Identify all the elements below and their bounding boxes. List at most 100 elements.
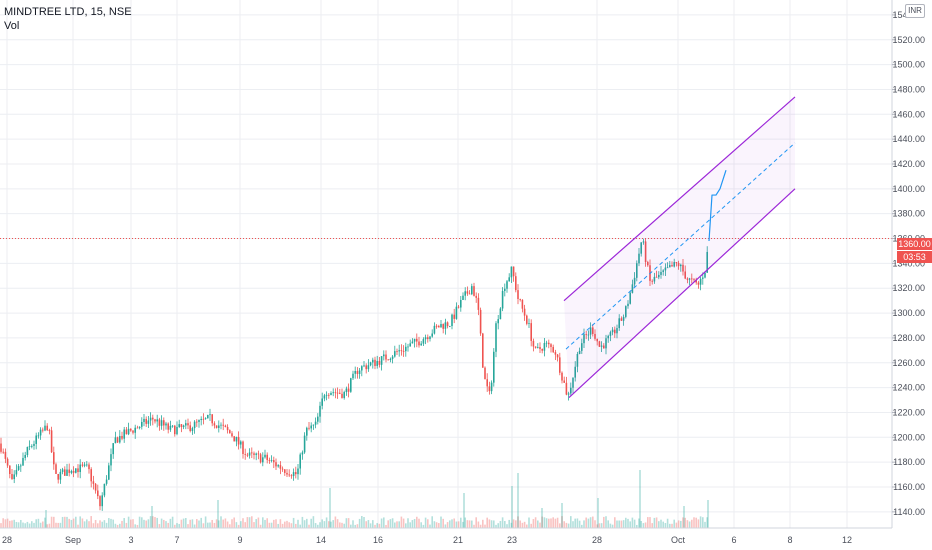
candle-body (664, 267, 667, 271)
candle-body (160, 420, 163, 426)
currency-badge[interactable]: INR (905, 4, 925, 18)
y-tick-label: 1440.00 (892, 134, 925, 144)
volume-bar (539, 522, 541, 528)
volume-bar (409, 522, 411, 528)
candle-body (552, 346, 554, 353)
candle-body (156, 419, 158, 422)
candle-body (53, 452, 55, 465)
candle-body (35, 435, 37, 444)
y-tick-label: 1520.00 (892, 35, 925, 45)
volume-bar (343, 523, 345, 528)
candle-body (521, 299, 524, 309)
volume-bar (372, 520, 374, 528)
candle-body (396, 351, 398, 352)
volume-bar (380, 518, 383, 528)
volume-bar (222, 519, 224, 528)
candle-body (121, 435, 123, 439)
volume-bar (695, 517, 697, 528)
volume-bar (182, 518, 185, 528)
volume-bar (328, 521, 330, 528)
candle-body (409, 343, 411, 347)
candle-body (438, 326, 440, 328)
candle-body (587, 334, 590, 336)
volume-bar (132, 519, 134, 528)
candle-body (303, 435, 306, 453)
candle-body (255, 453, 257, 455)
volume-bar (185, 518, 187, 528)
y-tick-label: 1400.00 (892, 184, 925, 194)
candle-body (427, 337, 429, 340)
candle-body (79, 464, 81, 473)
candle-body (233, 436, 235, 442)
volume-bar (187, 524, 189, 528)
volume-spike (217, 500, 219, 528)
volume-bar (662, 521, 664, 528)
volume-bar (510, 522, 513, 528)
volume-bar (556, 517, 559, 528)
candle-body (537, 346, 539, 348)
volume-bar (209, 522, 211, 528)
volume-bar (99, 520, 101, 528)
candle-body (290, 475, 293, 477)
volume-bar (253, 522, 255, 528)
candle-body (548, 342, 550, 345)
candle-body (24, 454, 26, 458)
candle-body (512, 266, 515, 277)
volume-bar (541, 516, 543, 528)
volume-bar (418, 518, 420, 528)
candle-body (372, 359, 374, 363)
volume-bar (270, 522, 273, 528)
volume-bar (475, 517, 477, 528)
candle-body (545, 342, 548, 344)
y-tick-label: 1260.00 (892, 358, 925, 368)
candle-body (334, 392, 337, 394)
candle-body (277, 465, 279, 467)
volume-bar (552, 517, 554, 528)
volume-bar (457, 521, 460, 528)
volume-bar (92, 523, 95, 528)
volume-bar (455, 521, 458, 528)
candle-body (510, 266, 513, 278)
candle-body (620, 318, 623, 321)
volume-bar (495, 524, 497, 528)
volume-bars (0, 470, 709, 528)
candle-body (594, 333, 596, 339)
candle-body (44, 425, 46, 431)
volume-bar (391, 518, 394, 528)
candle-body (341, 393, 343, 398)
candle-body (332, 392, 334, 394)
volume-spike (329, 488, 331, 528)
chart-legend: MINDTREE LTD, 15, NSE Vol (4, 5, 132, 33)
volume-bar (339, 522, 341, 528)
volume-bar (147, 519, 150, 528)
candle-body (475, 295, 477, 298)
symbol-title[interactable]: MINDTREE LTD, 15, NSE (4, 6, 132, 18)
candle-body (132, 430, 134, 433)
volume-bar (136, 524, 139, 528)
candle-body (66, 469, 68, 476)
volume-bar (592, 516, 594, 528)
candle-body (589, 327, 592, 335)
volume-bar (163, 519, 165, 528)
candle-body (523, 308, 526, 316)
y-tick-label: 1140.00 (893, 507, 925, 517)
volume-bar (220, 516, 222, 528)
candle-body (517, 290, 519, 299)
volume-spike (463, 493, 465, 528)
volume-bar (191, 519, 194, 528)
candle-body (262, 457, 264, 463)
candle-body (209, 414, 211, 416)
volume-bar (233, 517, 235, 528)
candle-body (226, 426, 229, 431)
volume-bar (61, 516, 64, 528)
volume-bar (413, 518, 416, 528)
volume-indicator-label[interactable]: Vol (4, 20, 20, 32)
volume-bar (416, 516, 418, 528)
candle-body (215, 425, 218, 428)
volume-bar (598, 523, 601, 528)
volume-bar (572, 521, 574, 528)
candle-body (488, 386, 491, 392)
candle-body (42, 429, 44, 431)
volume-bar (697, 519, 700, 528)
